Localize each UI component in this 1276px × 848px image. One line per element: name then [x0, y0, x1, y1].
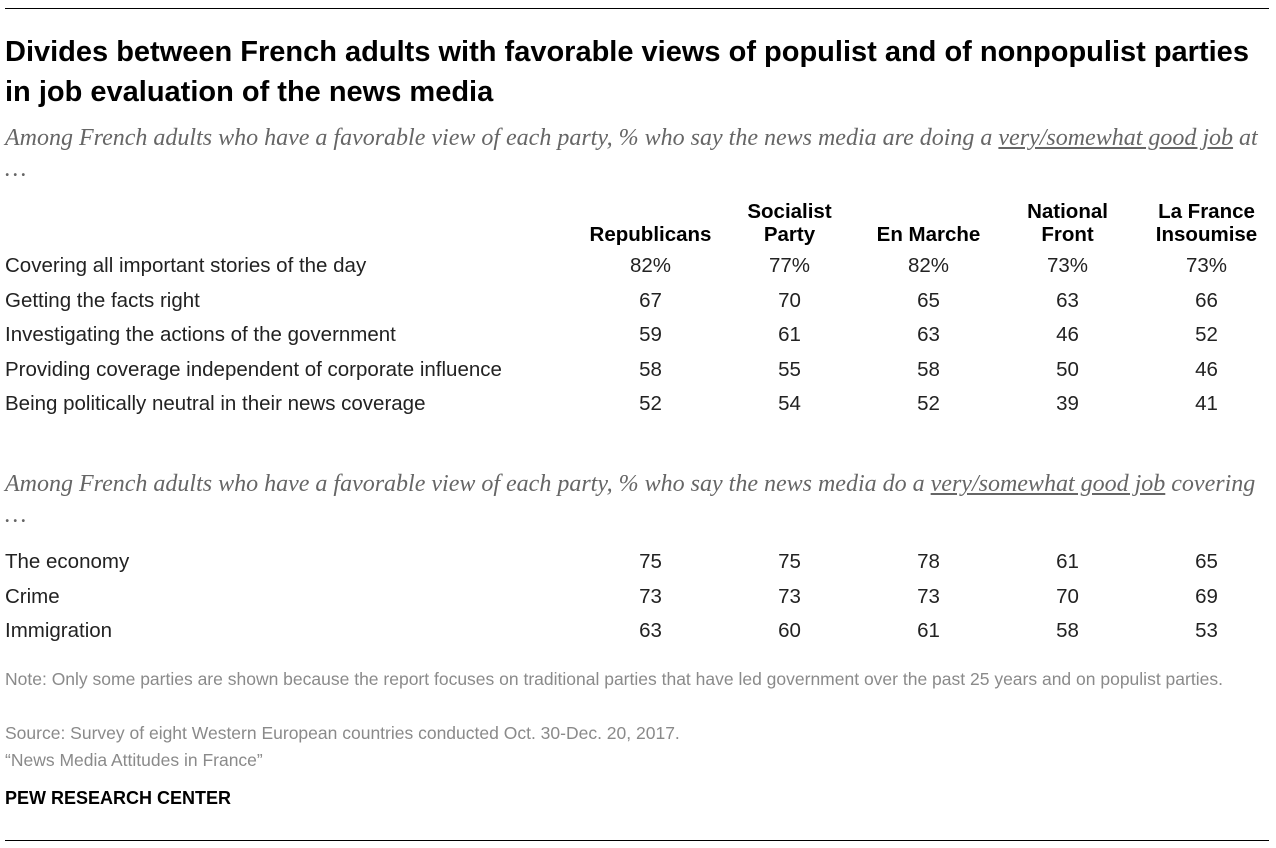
cell-value: 67	[639, 288, 662, 312]
subtitle-2: Among French adults who have a favorable…	[5, 469, 1269, 531]
table-row: Crime 73 73 73 70 69	[0, 580, 1276, 615]
row-label: Investigating the actions of the governm…	[5, 323, 396, 347]
cell-value: 52	[1195, 323, 1218, 347]
row-label: Providing coverage independent of corpor…	[5, 357, 502, 381]
cell-value: 39	[1056, 392, 1079, 416]
column-header: Republicans	[581, 200, 720, 249]
column-header: La France Insoumise	[1137, 200, 1276, 249]
column-header-line: La France	[1158, 200, 1255, 223]
cell-value: 54	[778, 392, 801, 416]
row-label: Crime	[5, 584, 60, 608]
brand-logo: PEW RESEARCH CENTER	[5, 788, 232, 808]
note: Note: Only some parties are shown becaus…	[5, 669, 1223, 689]
cell-value: 82%	[629, 254, 672, 278]
cell-value: 69	[1195, 584, 1218, 608]
subtitle-2-emphasis: very/somewhat good job	[930, 471, 1166, 497]
table-row: The economy 75 75 78 61 65	[0, 545, 1276, 580]
chart-title: Divides between French adults with favor…	[5, 36, 1249, 108]
cell-value: 73	[639, 584, 662, 608]
cell-value: 75	[639, 550, 662, 574]
column-header-line: Socialist	[747, 200, 832, 223]
cell-value: 82%	[907, 254, 950, 278]
table-row: Being politically neutral in their news …	[0, 387, 1276, 422]
row-label: Getting the facts right	[5, 288, 200, 312]
column-header-line: Party	[763, 223, 816, 246]
report-title: “News Media Attitudes in France”	[5, 750, 263, 770]
cell-value: 50	[1056, 357, 1079, 381]
column-header: National Front	[998, 200, 1137, 249]
table-section-1: Republicans Socialist Party En Marche Nation…	[0, 200, 1276, 422]
table-row: Investigating the actions of the governm…	[0, 318, 1276, 353]
column-header-line: National	[1027, 200, 1108, 223]
cell-value: 73	[778, 584, 801, 608]
cell-value: 63	[917, 323, 940, 347]
cell-value: 73	[917, 584, 940, 608]
source: Source: Survey of eight Western European…	[5, 723, 680, 743]
cell-value: 46	[1056, 323, 1079, 347]
cell-value: 58	[917, 357, 940, 381]
cell-value: 61	[1056, 550, 1079, 574]
top-rule	[5, 8, 1269, 9]
cell-value: 61	[917, 619, 940, 643]
cell-value: 46	[1195, 357, 1218, 381]
table-row: Covering all important stories of the da…	[0, 249, 1276, 284]
cell-value: 53	[1195, 619, 1218, 643]
table-row: Immigration 63 60 61 58 53	[0, 614, 1276, 649]
row-label: Being politically neutral in their news …	[5, 392, 426, 416]
bottom-rule	[5, 840, 1269, 841]
cell-value: 63	[639, 619, 662, 643]
column-header-line: Insoumise	[1155, 223, 1258, 246]
column-header-line: Front	[1041, 223, 1094, 246]
subtitle-2-tail: covering …	[5, 471, 1256, 528]
column-header: Socialist Party	[720, 200, 859, 249]
subtitle-2-text: Among French adults who have a favorable…	[5, 471, 931, 497]
cell-value: 60	[778, 619, 801, 643]
cell-value: 70	[1056, 584, 1079, 608]
cell-value: 65	[1195, 550, 1218, 574]
row-label: Covering all important stories of the da…	[5, 254, 367, 278]
header-blank	[0, 200, 581, 249]
subtitle-1-emphasis: very/somewhat good job	[998, 125, 1234, 151]
cell-value: 65	[917, 288, 940, 312]
cell-value: 73%	[1046, 254, 1089, 278]
cell-value: 75	[778, 550, 801, 574]
cell-value: 73%	[1185, 254, 1228, 278]
column-header-line: En Marche	[876, 223, 981, 246]
cell-value: 66	[1195, 288, 1218, 312]
cell-value: 59	[639, 323, 662, 347]
subtitle-1: Among French adults who have a favorable…	[5, 123, 1269, 185]
cell-value: 63	[1056, 288, 1079, 312]
subtitle-1-tail: at …	[5, 125, 1258, 182]
cell-value: 58	[1056, 619, 1079, 643]
column-header-line: Republicans	[589, 223, 712, 246]
cell-value: 55	[778, 357, 801, 381]
table-section-2: The economy 75 75 78 61 65 Crime 73 73 73 70 69 Immi…	[0, 545, 1276, 649]
cell-value: 52	[639, 392, 662, 416]
cell-value: 58	[639, 357, 662, 381]
table-row: Providing coverage independent of corpor…	[0, 353, 1276, 388]
cell-value: 77%	[768, 254, 811, 278]
cell-value: 41	[1195, 392, 1218, 416]
cell-value: 70	[778, 288, 801, 312]
row-label: Immigration	[5, 619, 113, 643]
subtitle-1-text: Among French adults who have a favorable…	[5, 125, 999, 151]
column-header: En Marche	[859, 200, 998, 249]
cell-value: 78	[917, 550, 940, 574]
cell-value: 61	[778, 323, 801, 347]
table-row: Getting the facts right 67 70 65 63 66	[0, 284, 1276, 319]
cell-value: 52	[917, 392, 940, 416]
row-label: The economy	[5, 550, 130, 574]
